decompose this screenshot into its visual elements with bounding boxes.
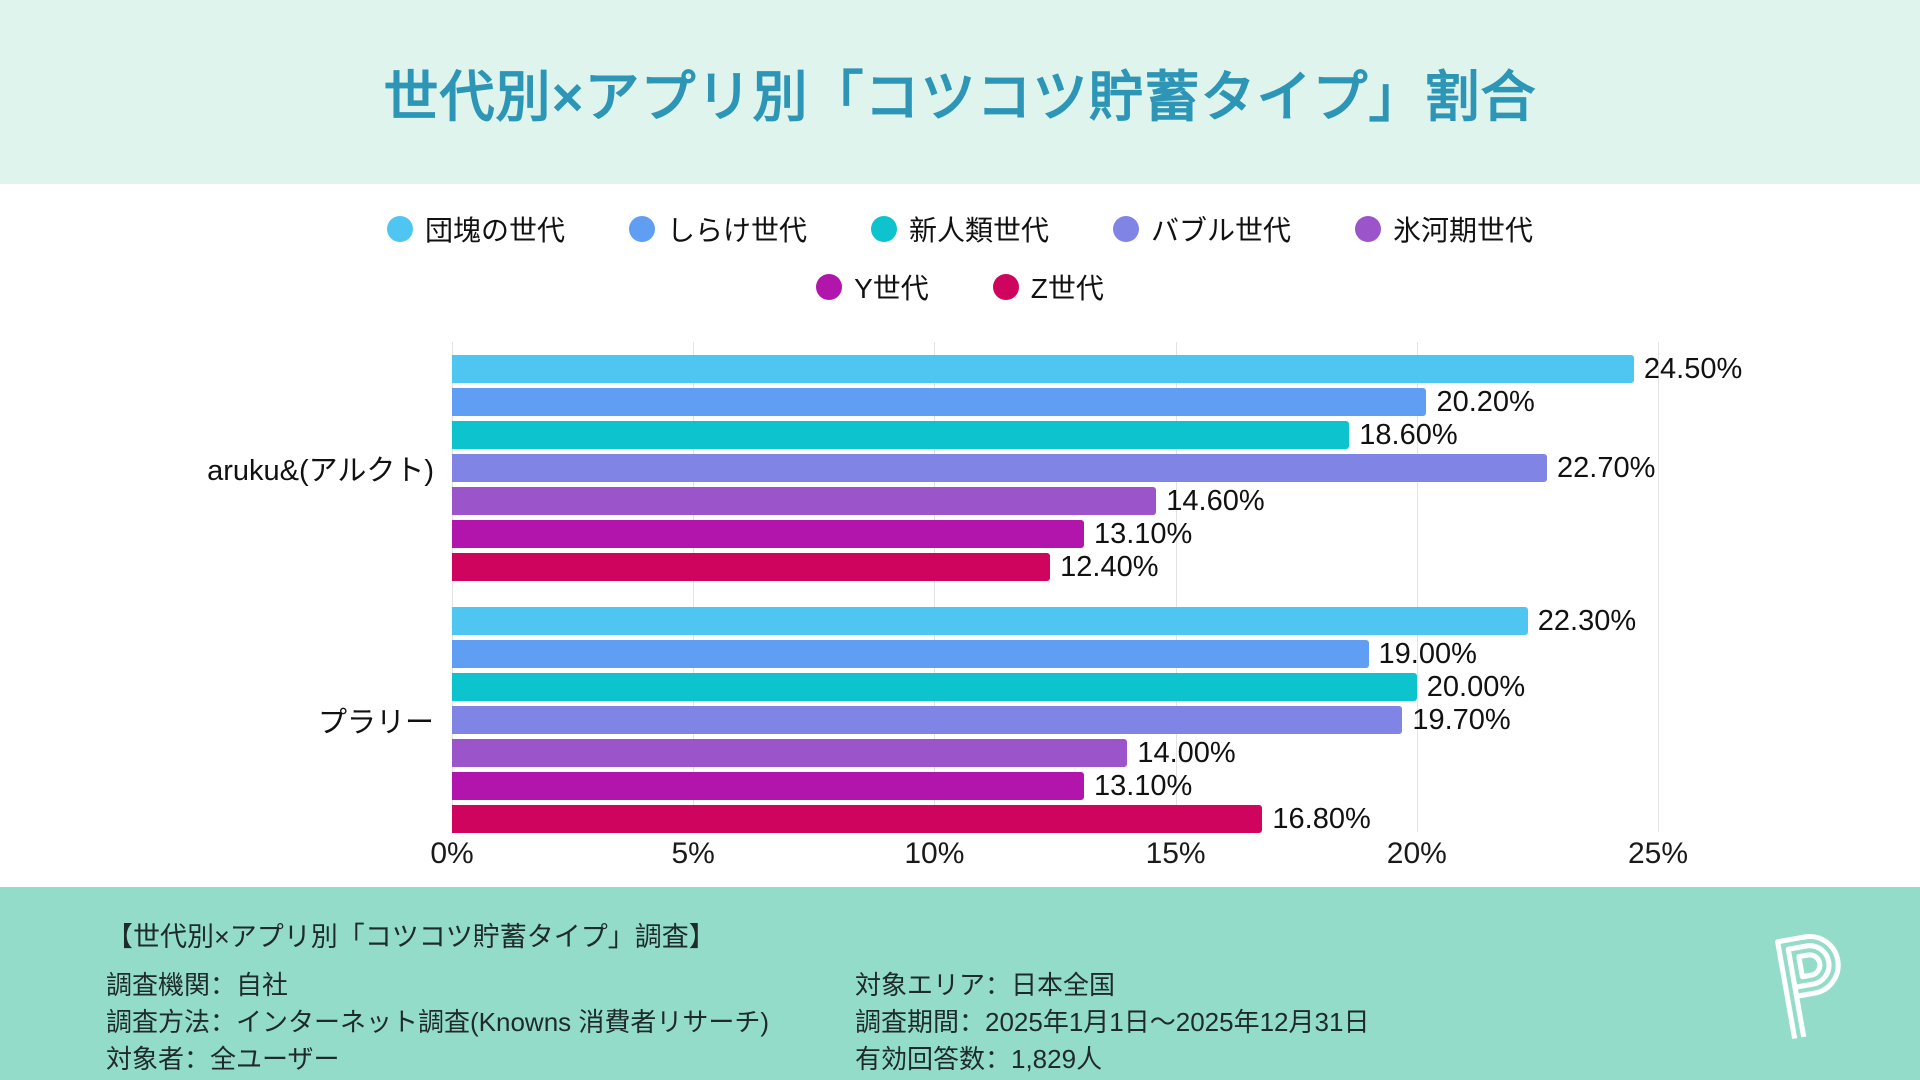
survey-details-right: 対象エリア：日本全国調査期間：2025年1月1日〜2025年12月31日 有効回答… <box>855 967 1369 1078</box>
bar-row: 13.10% <box>452 769 1636 802</box>
survey-details-left: 調査機関：自社調査方法：インターネット調査(Knowns 消費者リサーチ) 対象者… <box>106 967 769 1078</box>
bar-Y世代 <box>452 520 1084 548</box>
bar-value-label: 22.30% <box>1537 604 1637 637</box>
legend-dot-icon <box>1113 216 1139 242</box>
bar-row: 14.60% <box>452 484 1742 517</box>
bar-団塊の世代 <box>452 607 1528 635</box>
category-label: aruku&(アルクト) <box>207 455 434 487</box>
bar-Z世代 <box>452 553 1051 581</box>
bar-バブル世代 <box>452 454 1548 482</box>
category-label: プラリー <box>317 707 434 739</box>
bar-row: 20.20% <box>452 385 1742 418</box>
footer-band: 【世代別×アプリ別「コツコツ貯蓄タイプ」調査】 調査機関：自社調査方法：インター… <box>0 887 1920 1080</box>
survey-detail-line: 対象エリア：日本全国 <box>855 970 1116 1000</box>
survey-detail-line: 調査方法：インターネット調査(Knowns 消費者リサーチ) <box>106 1007 770 1037</box>
x-axis-tick-label: 20% <box>1386 837 1447 870</box>
survey-title: 【世代別×アプリ別「コツコツ貯蓄タイプ」調査】 <box>106 922 716 952</box>
legend-item: Y世代 <box>816 267 929 307</box>
bar-value-label: 13.10% <box>1093 769 1193 802</box>
legend-item: バブル世代 <box>1113 209 1291 249</box>
legend-dot-icon <box>1355 216 1382 242</box>
legend-item: 氷河期世代 <box>1355 209 1533 249</box>
legend-dot-icon <box>992 274 1019 300</box>
chart: 0% 5% 10% 15% 20% 25% aruku&(アルクト) 24.50% 20.20%… <box>0 332 1920 887</box>
header-band: 世代別×アプリ別「コツコツ貯蓄タイプ」割合 <box>0 0 1920 184</box>
bar-row: 22.30% <box>452 604 1637 637</box>
legend-item: 新人類世代 <box>870 209 1049 249</box>
gridline <box>452 342 453 832</box>
legend-item: Z世代 <box>992 267 1104 307</box>
x-axis-tick-label: 0% <box>430 837 474 870</box>
gridline <box>934 342 936 832</box>
bar-row: 16.80% <box>452 802 1636 835</box>
survey-detail-line: 対象者：全ユーザー <box>106 1044 340 1074</box>
bar-value-label: 24.50% <box>1643 352 1743 385</box>
bar-氷河期世代 <box>452 487 1157 515</box>
survey-detail-line: 調査機関：自社 <box>106 970 289 1000</box>
bar-value-label: 20.20% <box>1436 385 1535 418</box>
legend-row-1: 団塊の世代 しらけ世代 新人類世代 バブル世代 氷河期世代 <box>0 200 1920 258</box>
bar-氷河期世代 <box>452 739 1128 767</box>
bar-value-label: 14.60% <box>1166 484 1265 517</box>
bar-団塊の世代 <box>452 355 1634 383</box>
legend-label: バブル世代 <box>1151 215 1292 246</box>
bar-Y世代 <box>452 772 1084 800</box>
survey-detail-line: 調査期間：2025年1月1日〜2025年12月31日 <box>855 1007 1370 1037</box>
legend-row-2: Y世代 Z世代 <box>0 258 1920 316</box>
bar-row: 12.40% <box>452 550 1742 583</box>
bar-value-label: 22.70% <box>1557 451 1656 484</box>
bar-row: 13.10% <box>452 517 1742 550</box>
page-title: 世代別×アプリ別「コツコツ貯蓄タイプ」割合 <box>383 66 1537 128</box>
bar-group: 24.50% 20.20% 18.60% 22.70% 14.60% 13.10% 12.4… <box>452 352 1743 583</box>
bar-value-label: 19.00% <box>1378 637 1477 670</box>
bar-row: 14.00% <box>452 736 1636 769</box>
gridline <box>1175 342 1177 832</box>
bar-新人類世代 <box>452 421 1350 449</box>
legend-label: しらけ世代 <box>666 215 807 246</box>
bar-row: 19.00% <box>452 637 1636 670</box>
legend-item: 団塊の世代 <box>386 209 565 249</box>
legend-item: しらけ世代 <box>628 209 807 249</box>
x-axis-tick-label: 15% <box>1145 837 1206 870</box>
bar-しらけ世代 <box>452 388 1427 416</box>
bar-value-label: 16.80% <box>1272 802 1371 835</box>
bar-Z世代 <box>452 805 1263 833</box>
chart-legend: 団塊の世代 しらけ世代 新人類世代 バブル世代 氷河期世代 Y世代 Z世代 <box>0 200 1920 316</box>
survey-detail-line: 有効回答数：1,829人 <box>855 1044 1103 1074</box>
gridline <box>1658 342 1659 832</box>
x-axis-tick-label: 25% <box>1627 837 1689 870</box>
legend-dot-icon <box>870 216 897 242</box>
bar-value-label: 14.00% <box>1137 736 1236 769</box>
legend-label: 団塊の世代 <box>424 215 565 246</box>
bar-row: 19.70% <box>452 703 1636 736</box>
legend-label: 氷河期世代 <box>1393 215 1534 246</box>
legend-dot-icon <box>816 274 843 300</box>
legend-label: 新人類世代 <box>908 215 1049 246</box>
bar-value-label: 13.10% <box>1093 517 1193 550</box>
x-axis-tick-label: 10% <box>904 837 965 870</box>
bar-row: 18.60% <box>452 418 1742 451</box>
bar-group: 22.30% 19.00% 20.00% 19.70% 14.00% 13.10% 16.8… <box>452 604 1637 835</box>
bar-しらけ世代 <box>452 640 1369 668</box>
bar-新人類世代 <box>452 673 1417 701</box>
bar-value-label: 20.00% <box>1426 670 1526 703</box>
bar-value-label: 12.40% <box>1060 550 1159 583</box>
bar-row: 24.50% <box>452 352 1743 385</box>
legend-label: Y世代 <box>854 273 929 304</box>
bar-value-label: 19.70% <box>1412 703 1511 736</box>
gridline <box>693 342 695 832</box>
legend-dot-icon <box>628 216 655 242</box>
x-axis-tick-label: 5% <box>671 837 715 870</box>
legend-dot-icon <box>386 216 413 242</box>
logo-p-icon <box>1775 934 1841 1039</box>
gridline <box>1416 342 1418 832</box>
bar-row: 20.00% <box>452 670 1636 703</box>
bar-value-label: 18.60% <box>1359 418 1458 451</box>
legend-label: Z世代 <box>1030 273 1104 304</box>
bar-row: 22.70% <box>452 451 1742 484</box>
bar-バブル世代 <box>452 706 1403 734</box>
